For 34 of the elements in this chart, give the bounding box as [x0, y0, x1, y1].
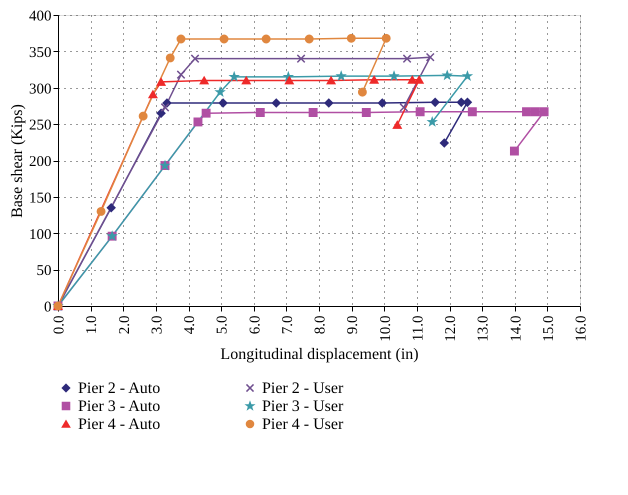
legend-label: Pier 4 - Auto — [78, 416, 160, 433]
y-tick-label: 350 — [29, 44, 52, 61]
y-tick-label: 50 — [36, 263, 52, 280]
x-tick-label: 8.0 — [312, 316, 328, 334]
x-tick-label: 6.0 — [247, 316, 264, 334]
y-tick-label: 0 — [44, 300, 52, 316]
legend-label: Pier 3 - User — [262, 398, 344, 415]
legend-label: Pier 2 - User — [262, 380, 344, 397]
x-tick-label: 1.0 — [84, 316, 100, 334]
x-tick-label: 3.0 — [149, 316, 166, 334]
x-tick-label: 10.0 — [378, 316, 394, 342]
y-tick-label: 150 — [29, 190, 52, 206]
x-tick-label: 5.0 — [214, 316, 231, 334]
y-tick-label: 400 — [29, 8, 52, 24]
x-tick-label: 11.0 — [410, 316, 426, 342]
y-tick-label: 200 — [29, 154, 52, 170]
x-tick-label: 4.0 — [182, 316, 198, 334]
x-tick-label: 14.0 — [508, 316, 524, 342]
legend-label: Pier 3 - Auto — [78, 398, 160, 415]
y-tick-label: 300 — [29, 81, 52, 98]
legend-label: Pier 2 - Auto — [78, 380, 160, 397]
legend-label: Pier 4 - User — [262, 416, 344, 433]
x-tick-label: 12.0 — [443, 316, 459, 342]
x-axis-title: Longitudinal displacement (in) — [220, 346, 419, 363]
x-tick-label: 9.0 — [345, 316, 362, 334]
y-tick-label: 100 — [29, 226, 52, 243]
x-tick-label: 16.0 — [574, 316, 590, 342]
x-tick-label: 13.0 — [476, 316, 492, 342]
y-tick-label: 250 — [29, 118, 52, 134]
x-tick-label: 2.0 — [116, 316, 133, 334]
x-tick-label: 7.0 — [280, 316, 296, 334]
x-tick-label: 0.0 — [52, 316, 68, 334]
y-axis-title: Base shear (Kips) — [9, 104, 26, 218]
x-tick-label: 15.0 — [540, 316, 557, 342]
